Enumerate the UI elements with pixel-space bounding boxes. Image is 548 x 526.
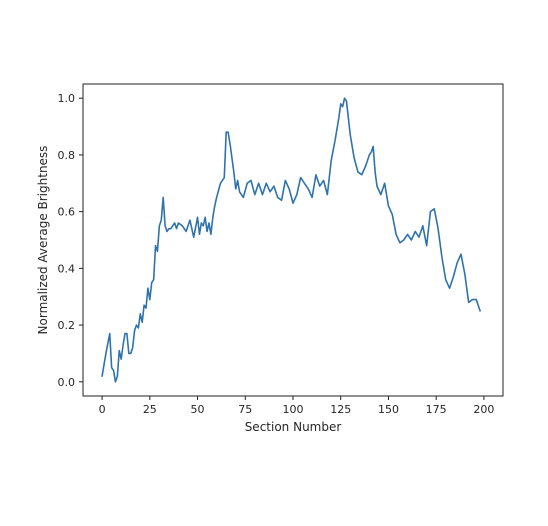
x-tick-label: 150	[378, 403, 399, 416]
y-tick-label: 0.6	[58, 206, 76, 219]
x-tick-label: 75	[238, 403, 252, 416]
y-axis-label: Normalized Average Brightness	[36, 146, 50, 335]
x-tick-label: 100	[283, 403, 304, 416]
y-axis: 0.0 0.2 0.4 0.6 0.8 1.0	[58, 92, 83, 389]
y-tick-label: 1.0	[58, 92, 76, 105]
x-tick-label: 175	[426, 403, 447, 416]
x-axis: 0 25 50 75 100 125 150 175 200	[99, 396, 494, 416]
brightness-series-line	[101, 97, 481, 383]
y-tick-label: 0.0	[58, 376, 76, 389]
x-tick-label: 125	[330, 403, 351, 416]
x-tick-label: 200	[473, 403, 494, 416]
y-tick-label: 0.2	[58, 319, 76, 332]
x-tick-label: 50	[191, 403, 205, 416]
x-axis-label: Section Number	[245, 420, 342, 434]
y-tick-label: 0.8	[58, 149, 76, 162]
y-tick-label: 0.4	[58, 262, 76, 275]
x-tick-label: 25	[143, 403, 157, 416]
x-tick-label: 0	[99, 403, 106, 416]
